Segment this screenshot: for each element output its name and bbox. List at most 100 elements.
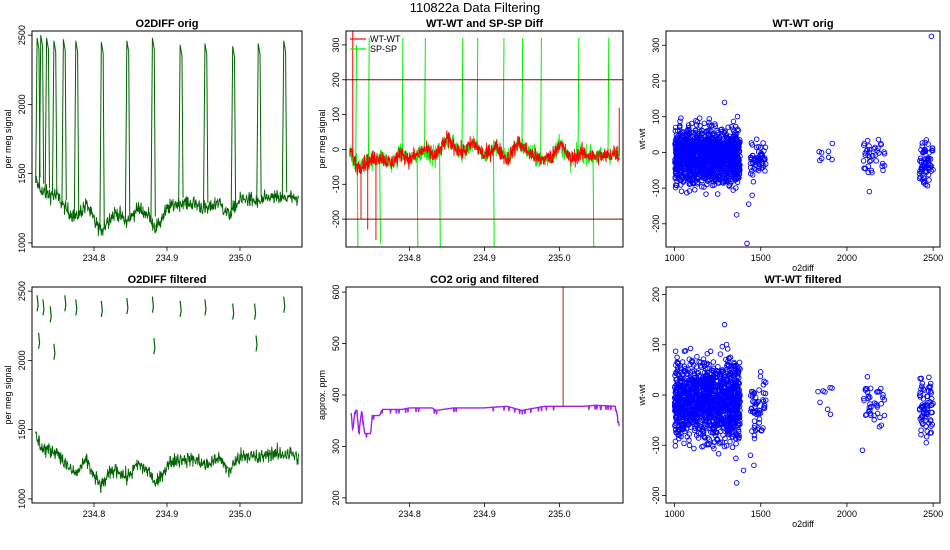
o2diff-spike — [202, 43, 209, 209]
scatter-point — [703, 191, 709, 197]
scatter-point — [706, 436, 712, 442]
scatter-point — [710, 429, 716, 436]
scatter-point — [747, 170, 754, 177]
scatter-point — [815, 388, 821, 395]
scatter-point — [692, 187, 698, 193]
scatter-point — [919, 140, 926, 146]
scatter-point — [715, 129, 722, 136]
x-tick-label: 234.9 — [473, 509, 496, 519]
scatter-point — [879, 163, 885, 170]
x-axis-label: o2diff — [792, 519, 814, 529]
scatter-point — [713, 414, 720, 420]
panel-title: O2DIFF filtered — [128, 274, 207, 286]
scatter-point — [866, 158, 873, 165]
scatter-point — [709, 182, 716, 189]
scatter-point — [925, 155, 931, 161]
scatter-point — [751, 418, 758, 424]
o2diff-spike — [38, 35, 45, 190]
scatter-point — [751, 432, 758, 439]
scatter-point — [752, 423, 758, 429]
sp-sp-spike — [492, 148, 495, 247]
scatter-point — [723, 356, 729, 363]
scatter-point — [699, 128, 705, 134]
scatter-point — [680, 164, 687, 170]
scatter-point — [682, 173, 689, 180]
scatter-point — [721, 384, 728, 391]
scatter-point — [689, 141, 696, 147]
o2diff-spike — [230, 46, 237, 211]
sp-sp-spike — [592, 156, 595, 247]
scatter-point — [703, 128, 709, 134]
o2diff-spike — [124, 40, 131, 223]
o2diff-spike — [44, 37, 51, 194]
scatter-point — [820, 388, 826, 394]
scatter-point — [696, 425, 702, 431]
figure-title: 110822a Data Filtering — [410, 0, 541, 15]
scatter-point — [760, 398, 767, 405]
y-tick-label: 1000 — [17, 233, 27, 253]
scatter-outlier — [744, 240, 750, 247]
x-tick-label: 234.8 — [83, 509, 106, 519]
scatter-point — [715, 407, 722, 414]
scatter-point — [725, 177, 732, 184]
scatter-point — [715, 173, 721, 179]
scatter-point — [679, 139, 685, 146]
scatter-point — [678, 188, 685, 194]
scatter-point — [683, 398, 690, 405]
scatter-point — [927, 383, 933, 389]
y-axis-label: per meg signal — [3, 365, 13, 424]
scatter-point — [679, 129, 685, 136]
y-tick-label: 0 — [331, 147, 341, 152]
scatter-point — [706, 173, 713, 180]
scatter-point — [747, 164, 754, 171]
scatter-point — [817, 157, 823, 164]
scatter-point — [737, 391, 743, 397]
scatter-point — [920, 409, 927, 416]
y-tick-label: 100 — [651, 109, 661, 124]
scatter-point — [921, 175, 928, 182]
scatter-point — [918, 375, 925, 382]
panel-title: CO2 orig and filtered — [430, 274, 539, 286]
scatter-point — [877, 414, 883, 421]
scatter-point — [675, 155, 681, 162]
scatter-point — [730, 434, 736, 440]
scatter-point — [870, 153, 876, 159]
y-tick-label: 1500 — [17, 164, 27, 184]
scatter-point — [880, 392, 886, 398]
scatter-point — [734, 113, 741, 120]
scatter-point — [687, 404, 693, 410]
scatter-outlier — [721, 99, 728, 106]
o2diff-fragment — [42, 299, 45, 316]
scatter-point — [694, 174, 700, 181]
o2diff-spike — [51, 40, 58, 196]
sp-sp-spike — [577, 37, 580, 156]
scatter-point — [878, 141, 885, 148]
scatter-point — [680, 412, 686, 419]
y-tick-label: 600 — [331, 285, 341, 300]
scatter-point — [708, 385, 714, 392]
o2diff-spike — [150, 37, 156, 223]
x-tick-label: 234.8 — [398, 509, 421, 519]
co2-line — [350, 404, 620, 438]
x-tick-label: 1000 — [665, 509, 685, 519]
scatter-point — [701, 184, 707, 190]
scatter-point — [677, 122, 683, 129]
scatter-point — [926, 149, 932, 156]
sp-sp-spike — [461, 37, 464, 153]
scatter-point — [674, 395, 681, 402]
scatter-point — [727, 438, 733, 445]
scatter-point — [686, 431, 693, 437]
panel-title: O2DIFF orig — [136, 18, 199, 30]
scatter-point — [864, 137, 871, 144]
scatter-point — [718, 368, 725, 375]
o2diff-fragment — [151, 296, 155, 313]
scatter-point — [919, 421, 926, 427]
sp-sp-spike — [607, 37, 610, 156]
scatter-point — [672, 388, 679, 394]
scatter-point — [692, 418, 698, 425]
scatter-point — [693, 385, 700, 391]
scatter-point — [733, 166, 740, 173]
scatter-point — [723, 149, 730, 156]
scatter-point — [696, 400, 702, 407]
